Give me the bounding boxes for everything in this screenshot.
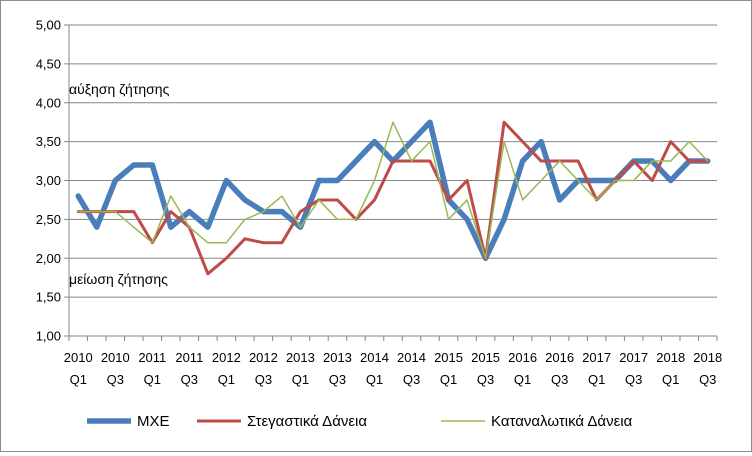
x-tick-label-quarter: Q1	[588, 372, 605, 387]
x-tick-label-year: 2013	[323, 350, 352, 365]
x-tick-label-quarter: Q1	[218, 372, 235, 387]
x-tick-label-quarter: Q3	[329, 372, 346, 387]
x-tick-label-quarter: Q1	[366, 372, 383, 387]
x-tick-label-year: 2018	[693, 350, 722, 365]
y-tick-label: 3,00	[36, 173, 61, 188]
annotation-demand-decrease: μείωση ζήτησης	[69, 271, 168, 287]
x-tick-label-year: 2012	[212, 350, 241, 365]
x-tick-label-quarter: Q1	[440, 372, 457, 387]
x-tick-label-quarter: Q1	[292, 372, 309, 387]
series-lines	[75, 119, 711, 276]
series-line-mxe	[75, 119, 711, 261]
y-tick-label: 2,00	[36, 251, 61, 266]
y-tick-label: 4,50	[36, 56, 61, 71]
annotation-demand-increase: αύξηση ζήτησης	[69, 81, 170, 97]
x-tick-label-year: 2013	[286, 350, 315, 365]
x-tick-label-year: 2014	[397, 350, 426, 365]
y-tick-label: 2,50	[36, 212, 61, 227]
legend-label-mxe: ΜΧΕ	[137, 413, 170, 430]
series-line-consumer-loans	[77, 121, 709, 259]
x-tick-label-quarter: Q3	[551, 372, 568, 387]
y-axis: 1,00 1,50 2,00 2,50 3,00 3,50 4,00 4,50 5,00	[36, 18, 70, 344]
x-axis: 2010 Q1 2010 Q3 2011 Q1 2011 Q3 2012 Q1 2012 Q3 2013…	[64, 336, 722, 387]
x-tick-label-year: 2011	[138, 350, 166, 365]
y-tick-label: 5,00	[36, 18, 61, 33]
x-tick-label-quarter: Q3	[181, 372, 198, 387]
x-tick-label-quarter: Q1	[514, 372, 531, 387]
x-tick-label-year: 2010	[101, 350, 130, 365]
legend-label-housing-loans: Στεγαστικά Δάνεια	[247, 413, 367, 430]
y-tick-label: 1,00	[36, 329, 61, 344]
legend: ΜΧΕ Στεγαστικά Δάνεια Καταναλωτικά Δάνεια	[87, 413, 633, 430]
x-tick-label-quarter: Q3	[107, 372, 124, 387]
x-tick-label-year: 2012	[249, 350, 278, 365]
x-tick-label-year: 2016	[508, 350, 537, 365]
x-tick-label-year: 2017	[619, 350, 648, 365]
x-tick-label-year: 2018	[656, 350, 685, 365]
x-tick-label-quarter: Q3	[403, 372, 420, 387]
y-tick-label: 4,00	[36, 95, 61, 110]
x-tick-label-year: 2011	[175, 350, 203, 365]
x-tick-label-quarter: Q1	[70, 372, 87, 387]
x-tick-label-quarter: Q3	[625, 372, 642, 387]
x-tick-label-quarter: Q1	[662, 372, 679, 387]
x-tick-label-quarter: Q3	[477, 372, 494, 387]
y-tick-label: 3,50	[36, 134, 61, 149]
x-tick-label-quarter: Q3	[255, 372, 272, 387]
x-tick-label-year: 2016	[545, 350, 574, 365]
y-tick-label: 1,50	[36, 290, 61, 305]
x-tick-label-year: 2010	[64, 350, 93, 365]
x-tick-label-quarter: Q3	[699, 372, 716, 387]
x-tick-label-year: 2015	[471, 350, 500, 365]
legend-label-consumer-loans: Καταναλωτικά Δάνεια	[491, 413, 633, 430]
x-tick-label-year: 2015	[434, 350, 463, 365]
x-tick-label-quarter: Q1	[144, 372, 161, 387]
x-tick-label-year: 2014	[360, 350, 389, 365]
x-tick-label-year: 2017	[582, 350, 611, 365]
